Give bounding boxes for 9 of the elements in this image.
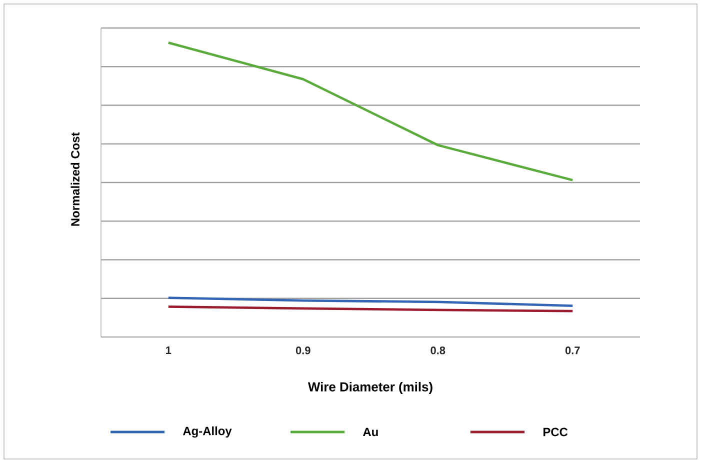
legend-label: PCC	[544, 428, 568, 436]
legend-label: Au	[363, 428, 378, 436]
x-axis-title: Wire Diameter (mils)	[308, 382, 432, 394]
x-tick-label: 0.7	[565, 346, 580, 354]
x-tick-label: 0.9	[296, 346, 310, 354]
y-axis-title: Normalized Cost	[70, 132, 80, 226]
x-tick-label: 1	[166, 346, 172, 354]
legend-label: Ag-Alloy	[183, 426, 232, 438]
x-tick-label: 0.8	[430, 346, 446, 354]
